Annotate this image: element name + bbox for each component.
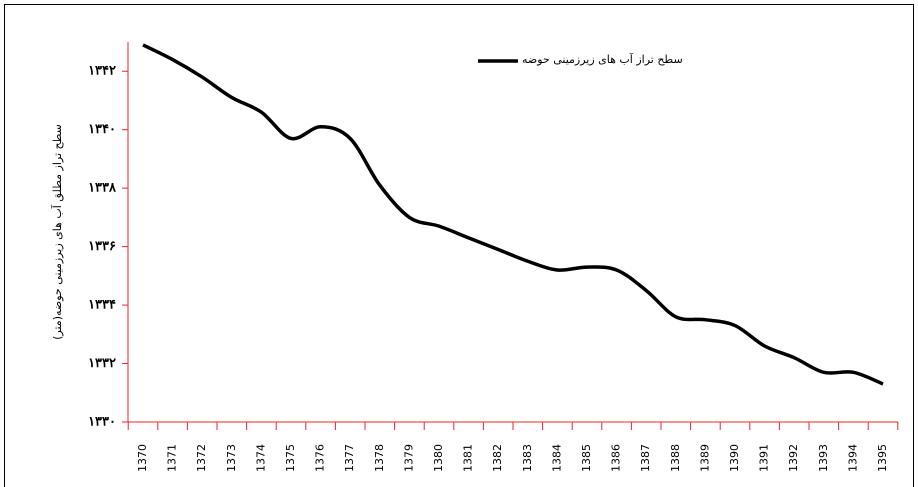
x-tick-label: 1389 [698,444,711,472]
x-tick-label: 1379 [402,444,415,472]
x-tick-label: 1386 [610,444,623,472]
x-tick-label: 1376 [314,444,327,472]
x-tick-label: 1377 [343,444,356,472]
y-tick-label: ۱۳۳۰ [88,415,116,430]
x-tick-label: 1372 [195,444,208,472]
x-tick-label: 1387 [639,444,652,472]
legend-label: سطح تراز آب های زیرزمینی حوضه [522,52,683,66]
x-tick-label: 1384 [550,444,563,472]
x-tick-label: 1382 [491,444,504,472]
x-tick-label: 1391 [758,444,771,472]
y-tick-label: ۱۳۳۴ [88,298,116,313]
x-tick-label: 1383 [521,444,534,472]
x-tick-label: 1390 [728,444,741,472]
x-tick-label: 1380 [432,444,445,472]
x-tick-label: 1385 [580,444,593,472]
y-tick-label: ۱۳۳۲ [88,356,116,371]
x-tick-label: 1375 [284,444,297,472]
x-tick-label: 1381 [462,444,475,472]
x-tick-label: 1370 [136,444,149,472]
x-tick-label: 1373 [225,444,238,472]
y-axis-label: سطح تراز مطلق آب های زیرزمینی حوضه(متر) [50,124,65,340]
y-tick-label: ۱۳۴۰ [88,122,116,137]
x-tick-label: 1378 [373,444,386,472]
x-tick-label: 1393 [817,444,830,472]
line [142,43,884,386]
x-tick-label: 1388 [669,444,682,472]
y-tick-label: ۱۳۴۲ [88,64,116,79]
x-tick-label: 1371 [166,444,179,472]
y-tick-label: ۱۳۳۶ [88,239,116,254]
x-tick-label: 1395 [876,444,889,472]
frame [4,4,914,487]
x-tick-label: 1392 [787,444,800,472]
y-tick-label: ۱۳۳۸ [88,181,117,196]
x-tick-label: 1374 [254,444,267,472]
x-tick-label: 1394 [846,444,859,472]
